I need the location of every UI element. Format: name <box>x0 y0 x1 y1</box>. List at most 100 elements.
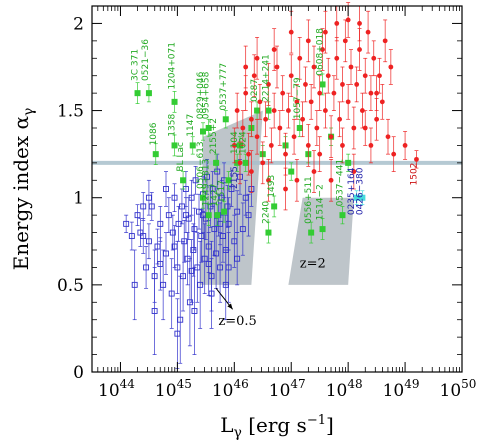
data-point <box>402 143 408 148</box>
data-point <box>379 99 385 105</box>
x-tick-label: 1044 <box>98 377 135 401</box>
data-point <box>257 99 263 105</box>
source-label-green-16: 1024 <box>239 131 249 154</box>
data-point <box>189 142 196 149</box>
data-point <box>151 308 158 314</box>
data-point <box>209 186 216 192</box>
data-point <box>198 233 205 240</box>
data-point <box>277 125 283 131</box>
data-point <box>200 194 206 201</box>
data-point <box>271 47 277 52</box>
source-label-green-7: 0829+046 <box>196 71 206 119</box>
data-point <box>340 143 345 148</box>
data-point <box>385 134 391 140</box>
data-point <box>225 177 232 184</box>
data-point <box>240 125 246 131</box>
data-point <box>339 212 346 219</box>
annotation-layer: z=0.5 z=2 <box>215 256 326 329</box>
data-point <box>414 156 419 162</box>
data-point <box>288 168 295 175</box>
data-point <box>319 81 326 88</box>
tick-labels: 1044 1045 1046 1047 1048 1049 1050 0 0.5 1 1.5 2 <box>57 14 477 401</box>
y-tick-label: 2 <box>73 14 84 34</box>
data-point <box>182 212 189 219</box>
source-label-green-5: BL Lac <box>176 142 186 172</box>
source-label-blue-1: 0426−380 <box>355 167 365 215</box>
x-tick-label: 1045 <box>155 377 192 401</box>
x-axis-title-unit: [erg s <box>242 413 307 437</box>
y-axis-title-sub: γ <box>21 108 37 116</box>
data-point <box>340 82 345 87</box>
data-point <box>205 212 212 219</box>
source-label-green-19: 1057−79 <box>293 77 303 119</box>
data-point <box>134 212 141 219</box>
source-label-green-4: 1358 <box>168 114 178 137</box>
source-label-green-18: 2214+241 <box>261 54 271 102</box>
data-point <box>308 99 314 105</box>
data-point <box>237 160 243 166</box>
data-point <box>171 98 178 105</box>
data-point <box>265 229 272 236</box>
source-label-green-25: 0537−441 <box>335 159 345 207</box>
data-point <box>188 194 195 201</box>
data-point <box>391 151 397 157</box>
data-point <box>288 29 294 35</box>
shaded-region-1 <box>288 197 354 285</box>
data-point <box>200 128 206 135</box>
data-point <box>353 194 360 201</box>
data-point <box>351 125 357 131</box>
source-label-green-14: 1517 <box>217 180 227 203</box>
data-point <box>217 264 224 271</box>
x-axis-title-exp: −1 <box>307 413 326 428</box>
data-point <box>239 226 246 233</box>
series-0 <box>123 153 255 369</box>
y-axis-title-main: Energy index α <box>9 116 33 270</box>
annotation-arrowhead <box>227 303 233 310</box>
y-tick-label: 1 <box>73 189 84 209</box>
data-point <box>362 125 368 131</box>
source-label-green-23: 0556+511 <box>304 176 314 224</box>
data-point <box>243 90 249 96</box>
y-tick-label: 0 <box>73 363 84 383</box>
data-point <box>297 55 303 61</box>
annotation-label: z=2 <box>300 256 326 271</box>
data-point <box>251 73 257 79</box>
series-layer <box>123 2 419 369</box>
data-point <box>359 108 365 113</box>
data-point <box>283 186 288 192</box>
data-point <box>320 47 325 52</box>
data-point <box>191 226 198 233</box>
data-point <box>359 194 366 201</box>
data-point <box>188 267 195 274</box>
data-point <box>248 169 254 174</box>
x-tick-label: 1046 <box>212 377 249 401</box>
data-point <box>213 159 220 166</box>
data-point <box>285 108 291 113</box>
source-label-blue-0: 0235+164 <box>347 167 357 215</box>
data-point <box>268 143 274 148</box>
data-point <box>174 330 181 337</box>
x-axis-title-close: ] <box>326 413 334 437</box>
data-point <box>145 194 152 201</box>
source-label-green-17: 0287 <box>250 79 260 102</box>
data-point <box>234 208 241 215</box>
data-point <box>163 186 169 192</box>
data-point <box>345 159 352 166</box>
data-point <box>271 203 278 210</box>
data-point <box>197 281 204 288</box>
data-point <box>254 134 260 140</box>
x-tick-label: 1048 <box>326 377 363 401</box>
source-label-green-2: 1204+071 <box>168 42 178 90</box>
data-point <box>348 64 354 70</box>
data-point <box>234 159 241 166</box>
data-point <box>246 151 251 157</box>
data-point <box>171 243 178 250</box>
data-point <box>303 82 308 87</box>
source-label-green-13: 1427 <box>210 184 220 207</box>
data-point <box>140 233 147 240</box>
data-point <box>214 212 221 219</box>
data-point <box>311 64 317 70</box>
data-point <box>171 142 178 149</box>
source-label-green-15: 1104 <box>230 131 240 154</box>
